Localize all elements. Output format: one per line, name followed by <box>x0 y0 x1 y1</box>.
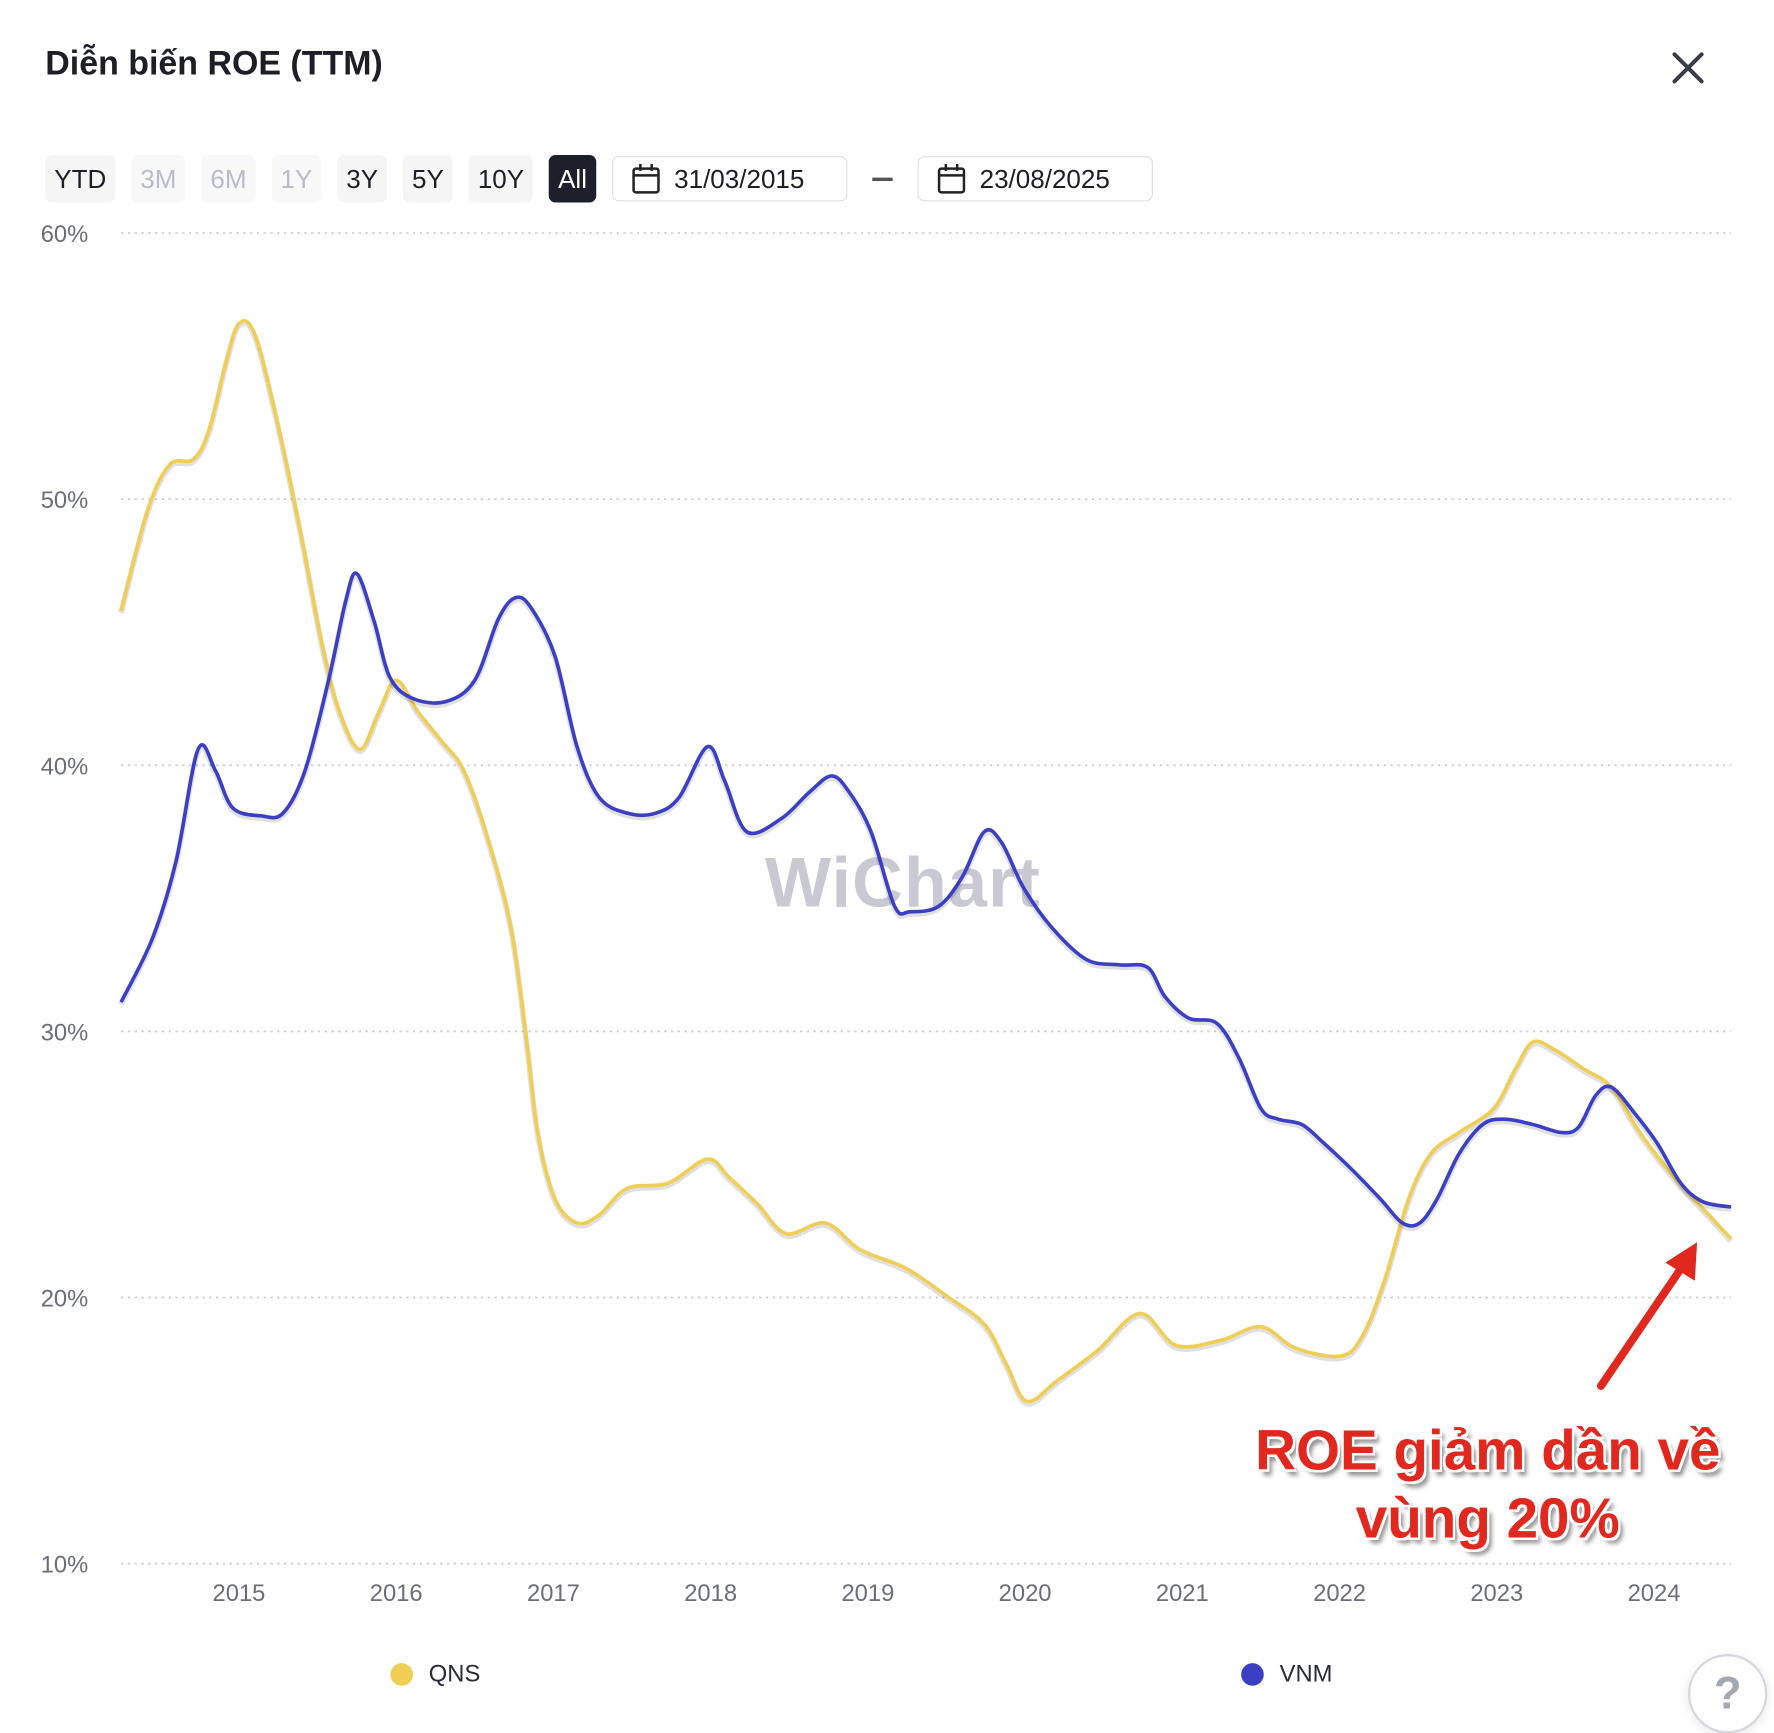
x-tick-label: 2019 <box>841 1580 894 1607</box>
start-date-input[interactable]: 31/03/2015 <box>611 156 848 202</box>
series-shadow-qns <box>118 320 1734 1407</box>
x-tick-label: 2023 <box>1470 1580 1523 1607</box>
range-toolbar: YTD 3M 6M 1Y 3Y 5Y 10Y All 31/03/2015 23… <box>45 155 1153 203</box>
annotation-text: ROE giảm dần về vùng 20% <box>1245 1417 1732 1553</box>
legend-label-vnm: VNM <box>1279 1660 1333 1687</box>
annotation-arrow-icon <box>1596 1242 1698 1390</box>
x-tick-label: 2022 <box>1313 1580 1366 1607</box>
help-icon: ? <box>1713 1668 1742 1719</box>
y-tick-label: 20% <box>41 1286 89 1313</box>
range-5y-button[interactable]: 5Y <box>402 155 453 203</box>
x-tick-label: 2021 <box>1156 1580 1209 1607</box>
range-1y-button[interactable]: 1Y <box>271 155 322 203</box>
dialog-title: Diễn biến ROE (TTM) <box>45 45 383 83</box>
series-shadow-vnm <box>118 572 1732 1232</box>
help-button[interactable]: ? <box>1688 1654 1768 1733</box>
x-tick-label: 2017 <box>527 1580 580 1607</box>
legend-item-qns[interactable]: QNS <box>390 1661 480 1688</box>
annotation-line-1: ROE giảm dần về <box>1255 1418 1721 1483</box>
y-tick-label: 50% <box>41 487 89 514</box>
y-tick-label: 60% <box>41 221 89 248</box>
range-all-button[interactable]: All <box>549 155 597 203</box>
calendar-icon <box>632 164 660 194</box>
y-tick-label: 10% <box>41 1552 89 1579</box>
watermark: WiChart <box>764 844 1042 923</box>
end-date-value: 23/08/2025 <box>979 163 1110 193</box>
y-tick-label: 30% <box>41 1019 89 1046</box>
series-line-qns <box>119 318 1733 1404</box>
x-tick-label: 2016 <box>370 1580 423 1607</box>
x-tick-label: 2024 <box>1628 1580 1681 1607</box>
calendar-icon <box>937 164 966 194</box>
x-tick-label: 2015 <box>213 1580 266 1607</box>
range-3m-button[interactable]: 3M <box>131 155 186 203</box>
range-10y-button[interactable]: 10Y <box>468 155 534 203</box>
legend-dot-qns <box>390 1663 413 1686</box>
x-tick-label: 2020 <box>999 1580 1052 1607</box>
x-tick-label: 2018 <box>684 1580 737 1607</box>
end-date-input[interactable]: 23/08/2025 <box>917 156 1153 202</box>
range-ytd-button[interactable]: YTD <box>45 155 116 203</box>
date-range-separator <box>872 177 893 181</box>
series-line-vnm <box>119 571 1732 1228</box>
y-tick-label: 40% <box>41 753 89 780</box>
annotation-line-2: vùng 20% <box>1355 1486 1620 1551</box>
legend-item-vnm[interactable]: VNM <box>1241 1661 1332 1688</box>
range-6m-button[interactable]: 6M <box>201 155 256 203</box>
legend-dot-vnm <box>1241 1663 1264 1686</box>
start-date-value: 31/03/2015 <box>674 163 805 193</box>
range-3y-button[interactable]: 3Y <box>337 155 388 203</box>
legend-label-qns: QNS <box>428 1660 481 1687</box>
close-icon[interactable] <box>1665 45 1710 90</box>
